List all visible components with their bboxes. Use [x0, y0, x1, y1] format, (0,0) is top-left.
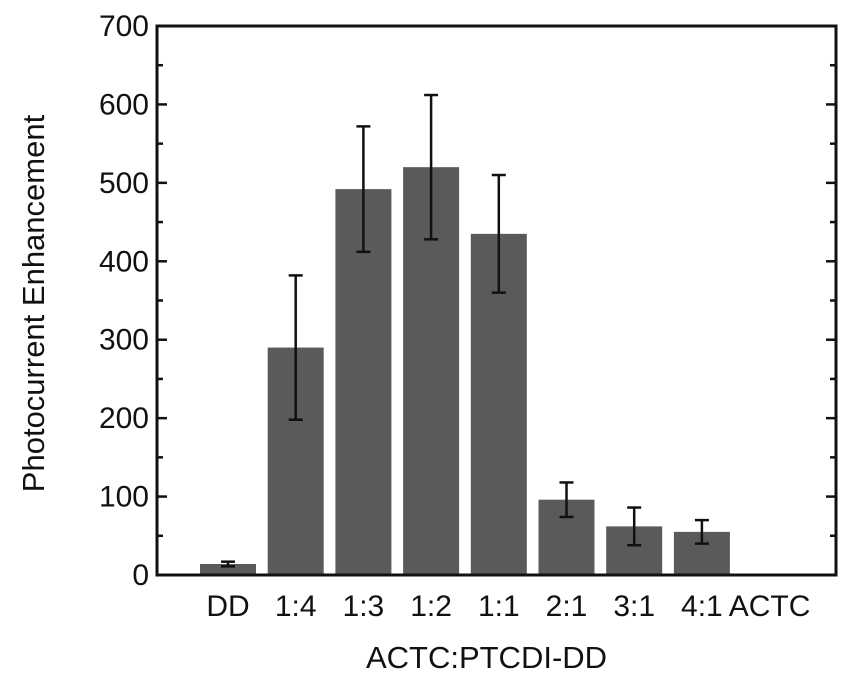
x-tick-label: DD: [206, 590, 249, 623]
x-tick-label: 1:1: [478, 590, 520, 623]
x-tick-label: 4:1: [681, 590, 723, 623]
y-axis-ticks: 0 100 200 300 400 500 600 700: [99, 10, 836, 592]
x-axis-title: ACTC:PTCDI-DD: [366, 640, 607, 675]
bar-1:3: [335, 189, 392, 576]
x-tick-label: 3:1: [613, 590, 655, 623]
error-bar-1:3: [356, 125, 371, 254]
x-tick-label: 1:3: [343, 590, 385, 623]
error-bar-1:4: [288, 274, 303, 421]
y-tick-label: 600: [99, 88, 149, 121]
x-axis-ticks: DD 1:4 1:3 1:2 1:1 2:1 3:1 4:1 ACTC: [206, 590, 810, 623]
x-tick-label: ACTC: [729, 590, 811, 623]
error-bars-layer: [221, 93, 709, 568]
y-tick-label: 700: [99, 10, 149, 43]
y-tick-label: 0: [132, 559, 149, 592]
error-bar-4:1: [694, 518, 709, 545]
y-tick-label: 300: [99, 324, 149, 357]
y-tick-label: 200: [99, 402, 149, 435]
error-bar-3:1: [627, 506, 642, 547]
error-bar-1:2: [424, 93, 439, 241]
x-tick-label: 1:2: [410, 590, 452, 623]
y-axis-title: Photocurrent Enhancement: [16, 114, 51, 492]
error-bar-1:1: [491, 173, 506, 294]
y-tick-label: 400: [99, 245, 149, 278]
error-bar-DD: [221, 560, 235, 568]
bar-DD: [200, 564, 256, 575]
x-tick-label: 1:4: [275, 590, 317, 623]
x-tick-label: 2:1: [546, 590, 588, 623]
y-tick-label: 500: [99, 167, 149, 200]
error-bar-2:1: [559, 481, 574, 519]
y-tick-label: 100: [99, 481, 149, 514]
